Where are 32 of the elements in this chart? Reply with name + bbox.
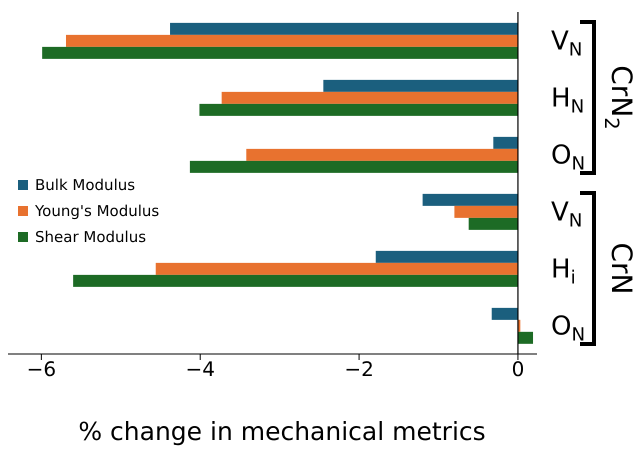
- x-tick-label: −4: [185, 357, 215, 382]
- x-axis-title: % change in mechanical metrics: [78, 417, 486, 446]
- x-tick-label: −2: [344, 357, 374, 382]
- bar: [376, 250, 518, 263]
- bar: [222, 92, 518, 104]
- x-tick-label: 0: [512, 357, 524, 382]
- bar: [73, 274, 518, 287]
- bar: [518, 332, 534, 344]
- bar: [493, 136, 518, 149]
- bar: [492, 308, 518, 320]
- legend-label: Bulk Modulus: [35, 176, 136, 194]
- bar: [468, 218, 518, 230]
- x-tick-label: −6: [26, 357, 56, 382]
- bar: [454, 206, 518, 218]
- bar: [422, 194, 518, 206]
- y-tick-label: O$_{N}$: [551, 312, 586, 346]
- text: CrN: [605, 242, 635, 295]
- bar: [199, 104, 518, 116]
- bar: [156, 262, 518, 275]
- y-tick-label: V$_{N}$: [551, 198, 582, 232]
- bar: [246, 148, 518, 161]
- bar: [190, 160, 518, 173]
- legend-label: Shear Modulus: [35, 228, 146, 246]
- y-tick-label: H$_{i}$: [551, 254, 576, 289]
- y-tick-label: V$_{N}$: [551, 26, 582, 61]
- y-tick-label: H$_{N}$: [551, 84, 584, 118]
- bar: [170, 22, 518, 35]
- bar: [42, 46, 518, 59]
- bar: [66, 34, 518, 47]
- legend-label: Young's Modulus: [35, 202, 160, 220]
- bar: [323, 80, 518, 92]
- y-tick-label: O$_{N}$: [551, 140, 586, 175]
